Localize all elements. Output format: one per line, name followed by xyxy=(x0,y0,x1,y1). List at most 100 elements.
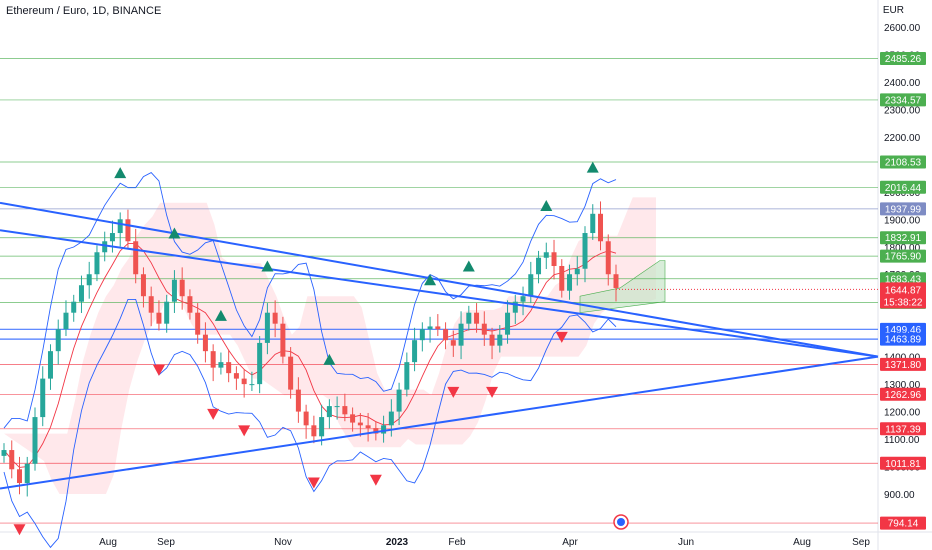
trendline xyxy=(0,355,879,490)
candle-body xyxy=(109,233,115,242)
down-signal xyxy=(152,364,165,376)
price-tag-bg xyxy=(880,155,926,169)
candle-body xyxy=(288,356,294,390)
x-tick-label: Apr xyxy=(562,537,578,548)
price-tag: 1765.90 xyxy=(885,252,922,263)
candle-body xyxy=(412,340,418,363)
price-tag-bg xyxy=(880,231,926,245)
candle-body xyxy=(16,469,22,484)
trendline xyxy=(0,229,879,358)
price-tag-bg xyxy=(880,322,926,336)
candle-body xyxy=(466,312,472,324)
bollinger-bands xyxy=(3,172,617,549)
price-tag-bg xyxy=(880,332,926,346)
candle-body xyxy=(404,362,410,390)
x-axis[interactable]: Aug Sep Nov 2023 Feb Apr Jun Aug Sep xyxy=(99,537,870,548)
x-tick-label: Nov xyxy=(274,537,292,548)
down-signal xyxy=(486,386,499,398)
price-tag: 1463.89 xyxy=(885,335,922,346)
candle-body xyxy=(86,274,92,286)
x-tick-label: Sep xyxy=(852,537,870,548)
candle-body xyxy=(47,351,53,379)
trendlines[interactable] xyxy=(0,201,879,490)
candle-body xyxy=(598,213,604,242)
countdown-label: 15:38:22 xyxy=(884,297,923,308)
candle-body xyxy=(334,406,340,408)
candle-body xyxy=(202,334,208,352)
trendline xyxy=(0,201,879,358)
candle-body xyxy=(117,219,123,234)
candle-body xyxy=(559,265,565,291)
candle-body xyxy=(574,268,580,275)
price-tag-bg xyxy=(880,52,926,66)
x-tick-label: Sep xyxy=(157,537,175,548)
candle-body xyxy=(55,329,61,352)
candle-body xyxy=(497,334,503,346)
y-tick-label: 1100.00 xyxy=(884,435,920,446)
price-tag: 2108.53 xyxy=(885,158,922,169)
band-middle xyxy=(3,243,617,468)
price-tag-bg xyxy=(880,93,926,107)
last-price-bg xyxy=(880,282,926,309)
candle-body xyxy=(350,414,356,423)
candle-body xyxy=(311,425,317,437)
candle-body xyxy=(365,425,371,429)
candle-body xyxy=(388,411,394,426)
down-signal xyxy=(207,408,220,420)
candle-body xyxy=(226,362,232,374)
candle-body xyxy=(78,285,84,302)
candle-body xyxy=(427,326,433,330)
candle-body xyxy=(512,301,518,313)
candle-body xyxy=(458,323,464,346)
price-tags: 2485.26 2334.57 2108.53 2016.44 1937.99 1832.… xyxy=(613,52,926,530)
up-signal xyxy=(586,161,599,173)
candle-body xyxy=(148,296,154,313)
candle-body xyxy=(1,450,7,456)
price-tag: 1937.99 xyxy=(885,204,922,215)
y-tick-label: 1800.00 xyxy=(884,243,921,254)
candle-body xyxy=(179,279,185,297)
x-tick-label: Jun xyxy=(678,537,694,548)
candle-body xyxy=(373,428,379,434)
candle-body xyxy=(474,312,480,324)
down-signal xyxy=(13,524,26,536)
candle-body xyxy=(133,241,139,275)
candle-body xyxy=(342,406,348,415)
chart-title: Ethereum / Euro, 1D, BINANCE xyxy=(6,5,162,17)
candle-body xyxy=(419,329,425,341)
candle-body xyxy=(551,252,557,266)
price-tag-bg xyxy=(880,272,926,286)
up-signal xyxy=(168,227,181,239)
candle-body xyxy=(489,334,495,346)
currency-label: EUR xyxy=(882,5,904,16)
event-marker-dot xyxy=(617,518,625,526)
candle-body xyxy=(567,274,573,291)
candle-body xyxy=(543,252,549,258)
candle-body xyxy=(319,417,325,437)
price-levels xyxy=(0,58,878,524)
y-tick-label: 1300.00 xyxy=(884,380,921,391)
down-signal xyxy=(447,386,460,398)
candle-body xyxy=(303,411,309,426)
y-tick-label: 2300.00 xyxy=(884,105,921,116)
candle-body xyxy=(264,312,270,343)
candle-body xyxy=(40,378,46,418)
down-signal xyxy=(307,477,320,489)
ichimoku-cloud xyxy=(4,197,666,495)
price-tag: 1683.43 xyxy=(885,274,922,285)
candle-body xyxy=(195,312,201,335)
up-signal xyxy=(424,274,437,286)
candle-body xyxy=(249,384,255,386)
candle-body xyxy=(32,417,38,464)
price-tag: 1499.46 xyxy=(885,325,922,336)
price-tag-bg xyxy=(880,422,926,436)
future-cloud xyxy=(579,260,666,314)
candle-body xyxy=(94,252,100,275)
candle-body xyxy=(528,274,534,297)
candle-body xyxy=(280,323,286,357)
band-upper xyxy=(3,172,617,429)
up-signal xyxy=(114,167,127,179)
candle-body xyxy=(450,340,456,346)
band-lower xyxy=(3,299,617,549)
